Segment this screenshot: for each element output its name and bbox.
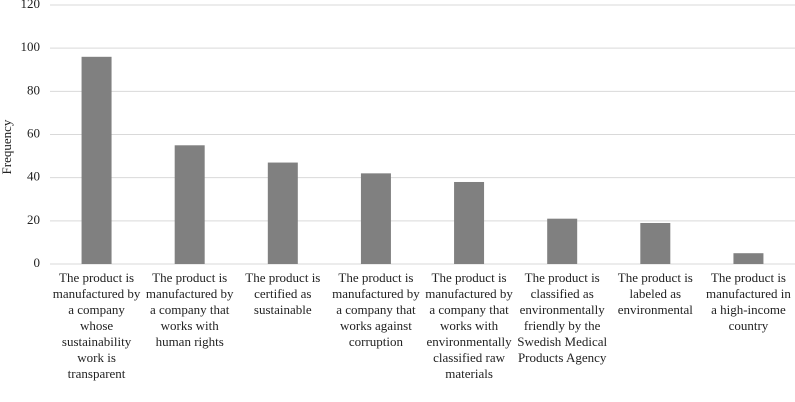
bar xyxy=(174,145,205,264)
y-tick-label: 80 xyxy=(27,82,40,97)
x-tick-label: The product is manufactured in a high-in… xyxy=(706,270,791,333)
x-tick-label: The product is manufactured by a company… xyxy=(332,270,420,349)
x-tick-label: The product is labeled as environmental xyxy=(617,270,693,317)
y-tick-label: 100 xyxy=(21,39,41,54)
bar xyxy=(267,162,298,264)
y-tick-label: 20 xyxy=(27,212,40,227)
y-tick-label: 40 xyxy=(27,169,40,184)
x-tick-label: The product is manufactured by a company… xyxy=(145,270,234,349)
bar xyxy=(640,222,671,264)
x-tick-label: The product is certified as sustainable xyxy=(245,270,321,317)
bar xyxy=(81,56,112,264)
y-axis-label: Frequency xyxy=(0,119,14,174)
x-tick-label: The product is manufactured by a company… xyxy=(425,270,513,381)
x-tick-label: The product is classified as environment… xyxy=(517,270,608,365)
y-tick-label: 120 xyxy=(21,0,41,11)
bar xyxy=(360,173,391,264)
bar xyxy=(733,253,764,264)
bar xyxy=(547,218,578,264)
y-tick-label: 0 xyxy=(34,255,41,270)
y-tick-label: 60 xyxy=(27,125,40,140)
bar xyxy=(454,181,485,264)
x-tick-label: The product is manufactured by a company… xyxy=(52,270,141,381)
